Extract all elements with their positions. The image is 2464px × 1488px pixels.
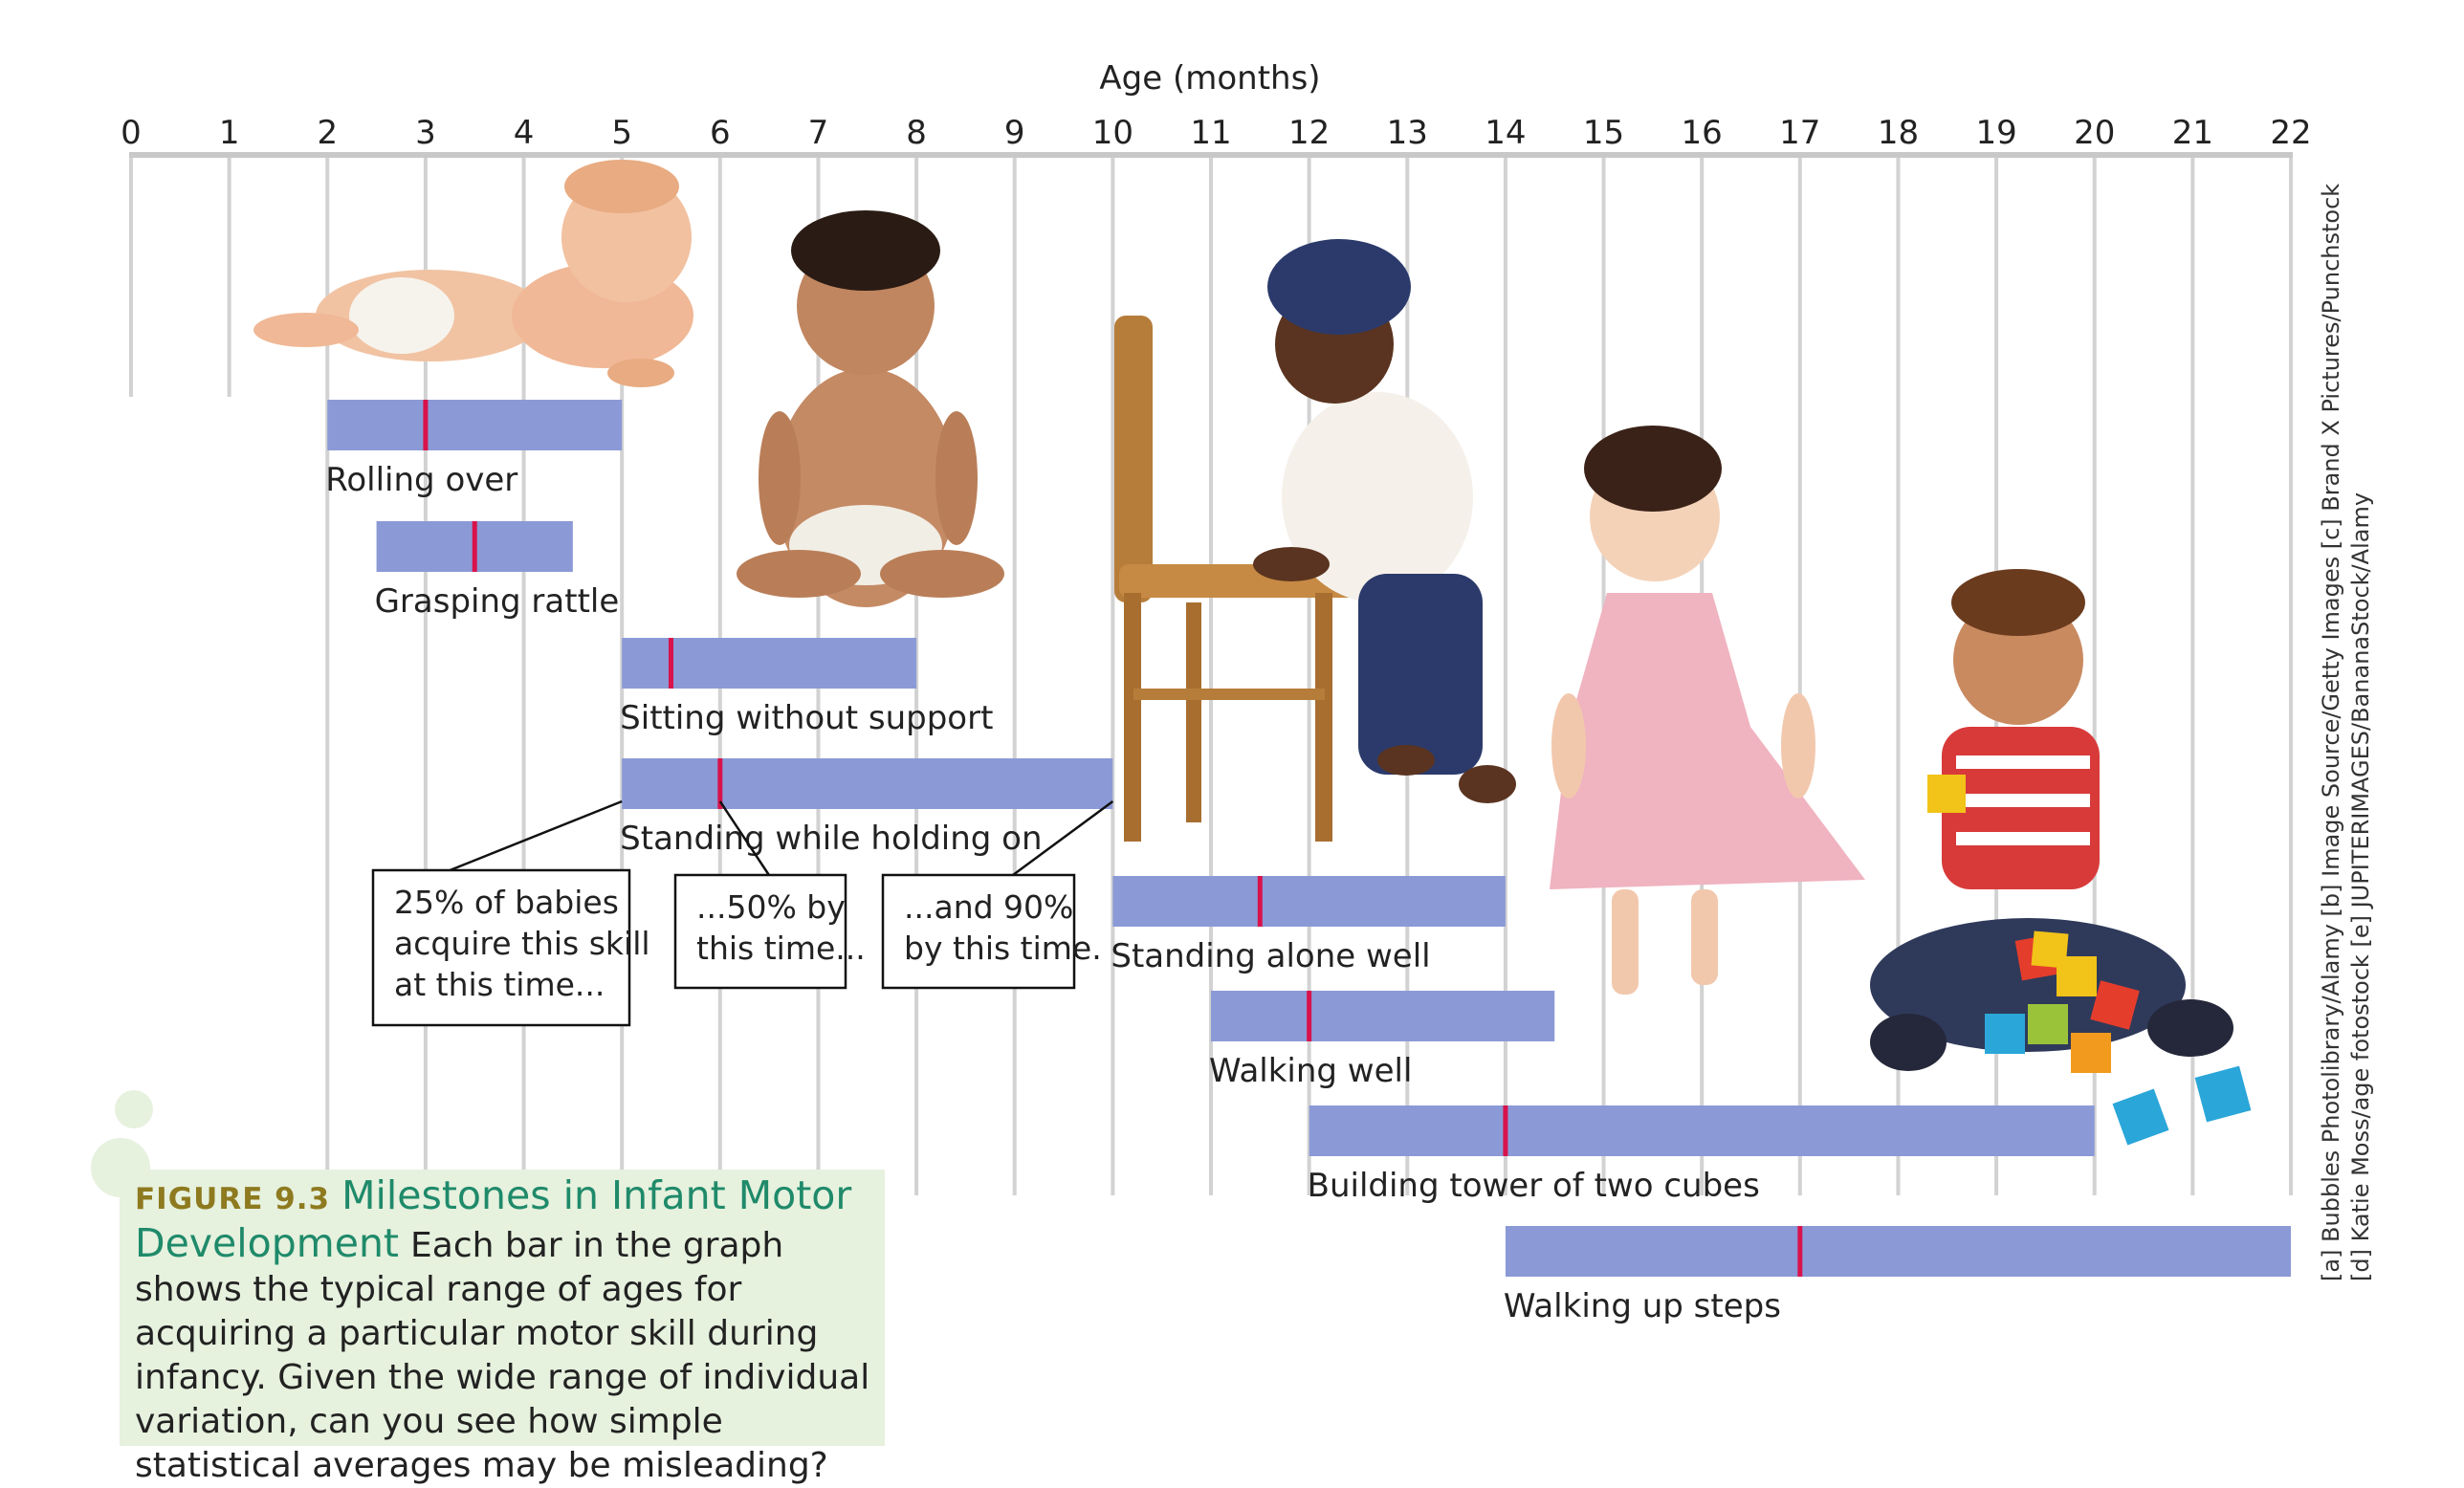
x-axis: Age (months) 0 1 2 3 4 5 6 7 8 9 10 11 12 13 14 15 16 17 1… — [121, 59, 2312, 158]
bar-rolling-over — [327, 400, 623, 450]
bar-standing-while-holding-on — [622, 758, 1113, 809]
x-tick-label: 13 — [1387, 114, 1428, 152]
x-tick-label: 2 — [317, 114, 338, 152]
caption-decoration-dot — [115, 1090, 153, 1128]
callout-leader-line — [718, 800, 770, 876]
x-axis-title: Age (months) — [1099, 59, 1320, 98]
bar-walking-up-steps — [1505, 1226, 2291, 1277]
x-tick-label: 7 — [808, 114, 829, 152]
callout-leader-line — [1012, 799, 1114, 877]
x-tick-label: 16 — [1682, 114, 1723, 152]
x-tick-label: 1 — [219, 114, 240, 152]
milestone-bars: Rolling over Grasping rattle Sitting witho… — [325, 400, 2291, 1325]
callout-leader-line — [449, 799, 623, 872]
callout-box — [371, 868, 631, 1027]
bar-label: Sitting without support — [620, 699, 993, 737]
x-tick-label: 5 — [611, 114, 632, 152]
x-tick-label: 21 — [2172, 114, 2213, 152]
x-tick-label: 8 — [906, 114, 927, 152]
baby-rolling-photo — [253, 160, 693, 387]
callout-box — [881, 873, 1076, 990]
bar-label: Building tower of two cubes — [1308, 1167, 1760, 1205]
x-tick-label: 20 — [2074, 114, 2115, 152]
callout-text: by this time. — [904, 930, 1102, 967]
bar-label: Standing while holding on — [620, 820, 1042, 858]
figure-caption: FIGURE 9.3 Milestones in Infant Motor Dev… — [120, 1170, 885, 1485]
x-tick-label: 18 — [1878, 114, 1919, 152]
callout-text: ...50% by — [696, 888, 846, 926]
bar-label: Rolling over — [325, 461, 517, 499]
photo-credits: [a] Bubbles Photolibrary/Alamy [b] Image… — [2318, 184, 2374, 1281]
photos — [253, 160, 2252, 1146]
percentile-callouts: 25% of babies acquire this skill at this t… — [371, 799, 1114, 1027]
x-tick-label: 22 — [2270, 114, 2311, 152]
x-tick-label: 3 — [415, 114, 436, 152]
figure-title: Milestones in Infant Motor Development — [135, 1172, 852, 1266]
x-tick-label: 6 — [710, 114, 731, 152]
callout-text: ...and 90% — [904, 888, 1073, 926]
x-tick-label: 19 — [1975, 114, 2016, 152]
toddler-standing-with-chair-photo — [1114, 239, 1516, 842]
x-tick-label: 12 — [1288, 114, 1330, 152]
toddler-walking-photo — [1550, 426, 1865, 995]
x-tick-label: 4 — [514, 114, 535, 152]
x-tick-label: 11 — [1190, 114, 1231, 152]
bar-label: Standing alone well — [1111, 937, 1430, 975]
x-tick-label: 9 — [1004, 114, 1025, 152]
x-tick-label: 0 — [121, 114, 142, 152]
bar-label: Walking well — [1209, 1052, 1412, 1090]
callout-box — [673, 873, 847, 990]
x-tick-label: 14 — [1485, 114, 1526, 152]
x-tick-label: 17 — [1779, 114, 1820, 152]
callout-text: acquire this skill — [394, 925, 650, 962]
credits-line-1: [a] Bubbles Photolibrary/Alamy [b] Image… — [2318, 184, 2344, 1281]
x-tick-label: 10 — [1092, 114, 1133, 152]
toddler-with-blocks-photo — [1870, 569, 2252, 1146]
bar-walking-well — [1211, 991, 1555, 1041]
credits-line-2: [d] Katie Moss/age fotostock [e] JUPITER… — [2347, 492, 2374, 1281]
bar-building-tower-of-two-cubes — [1309, 1105, 2095, 1156]
figure-number: FIGURE 9.3 — [135, 1182, 331, 1216]
x-tick-label: 15 — [1583, 114, 1624, 152]
callout-text: at this time... — [394, 966, 605, 1003]
callout-text: 25% of babies — [394, 884, 619, 921]
milestones-chart: Rolling over Grasping rattle Sitting witho… — [121, 59, 2374, 1325]
bar-sitting-without-support — [622, 638, 917, 689]
baby-sitting-photo — [737, 210, 1004, 607]
bar-standing-alone-well — [1112, 876, 1506, 927]
bar-label: Walking up steps — [1504, 1287, 1781, 1325]
bar-label: Grasping rattle — [375, 582, 620, 621]
callout-text: this time... — [696, 930, 866, 967]
